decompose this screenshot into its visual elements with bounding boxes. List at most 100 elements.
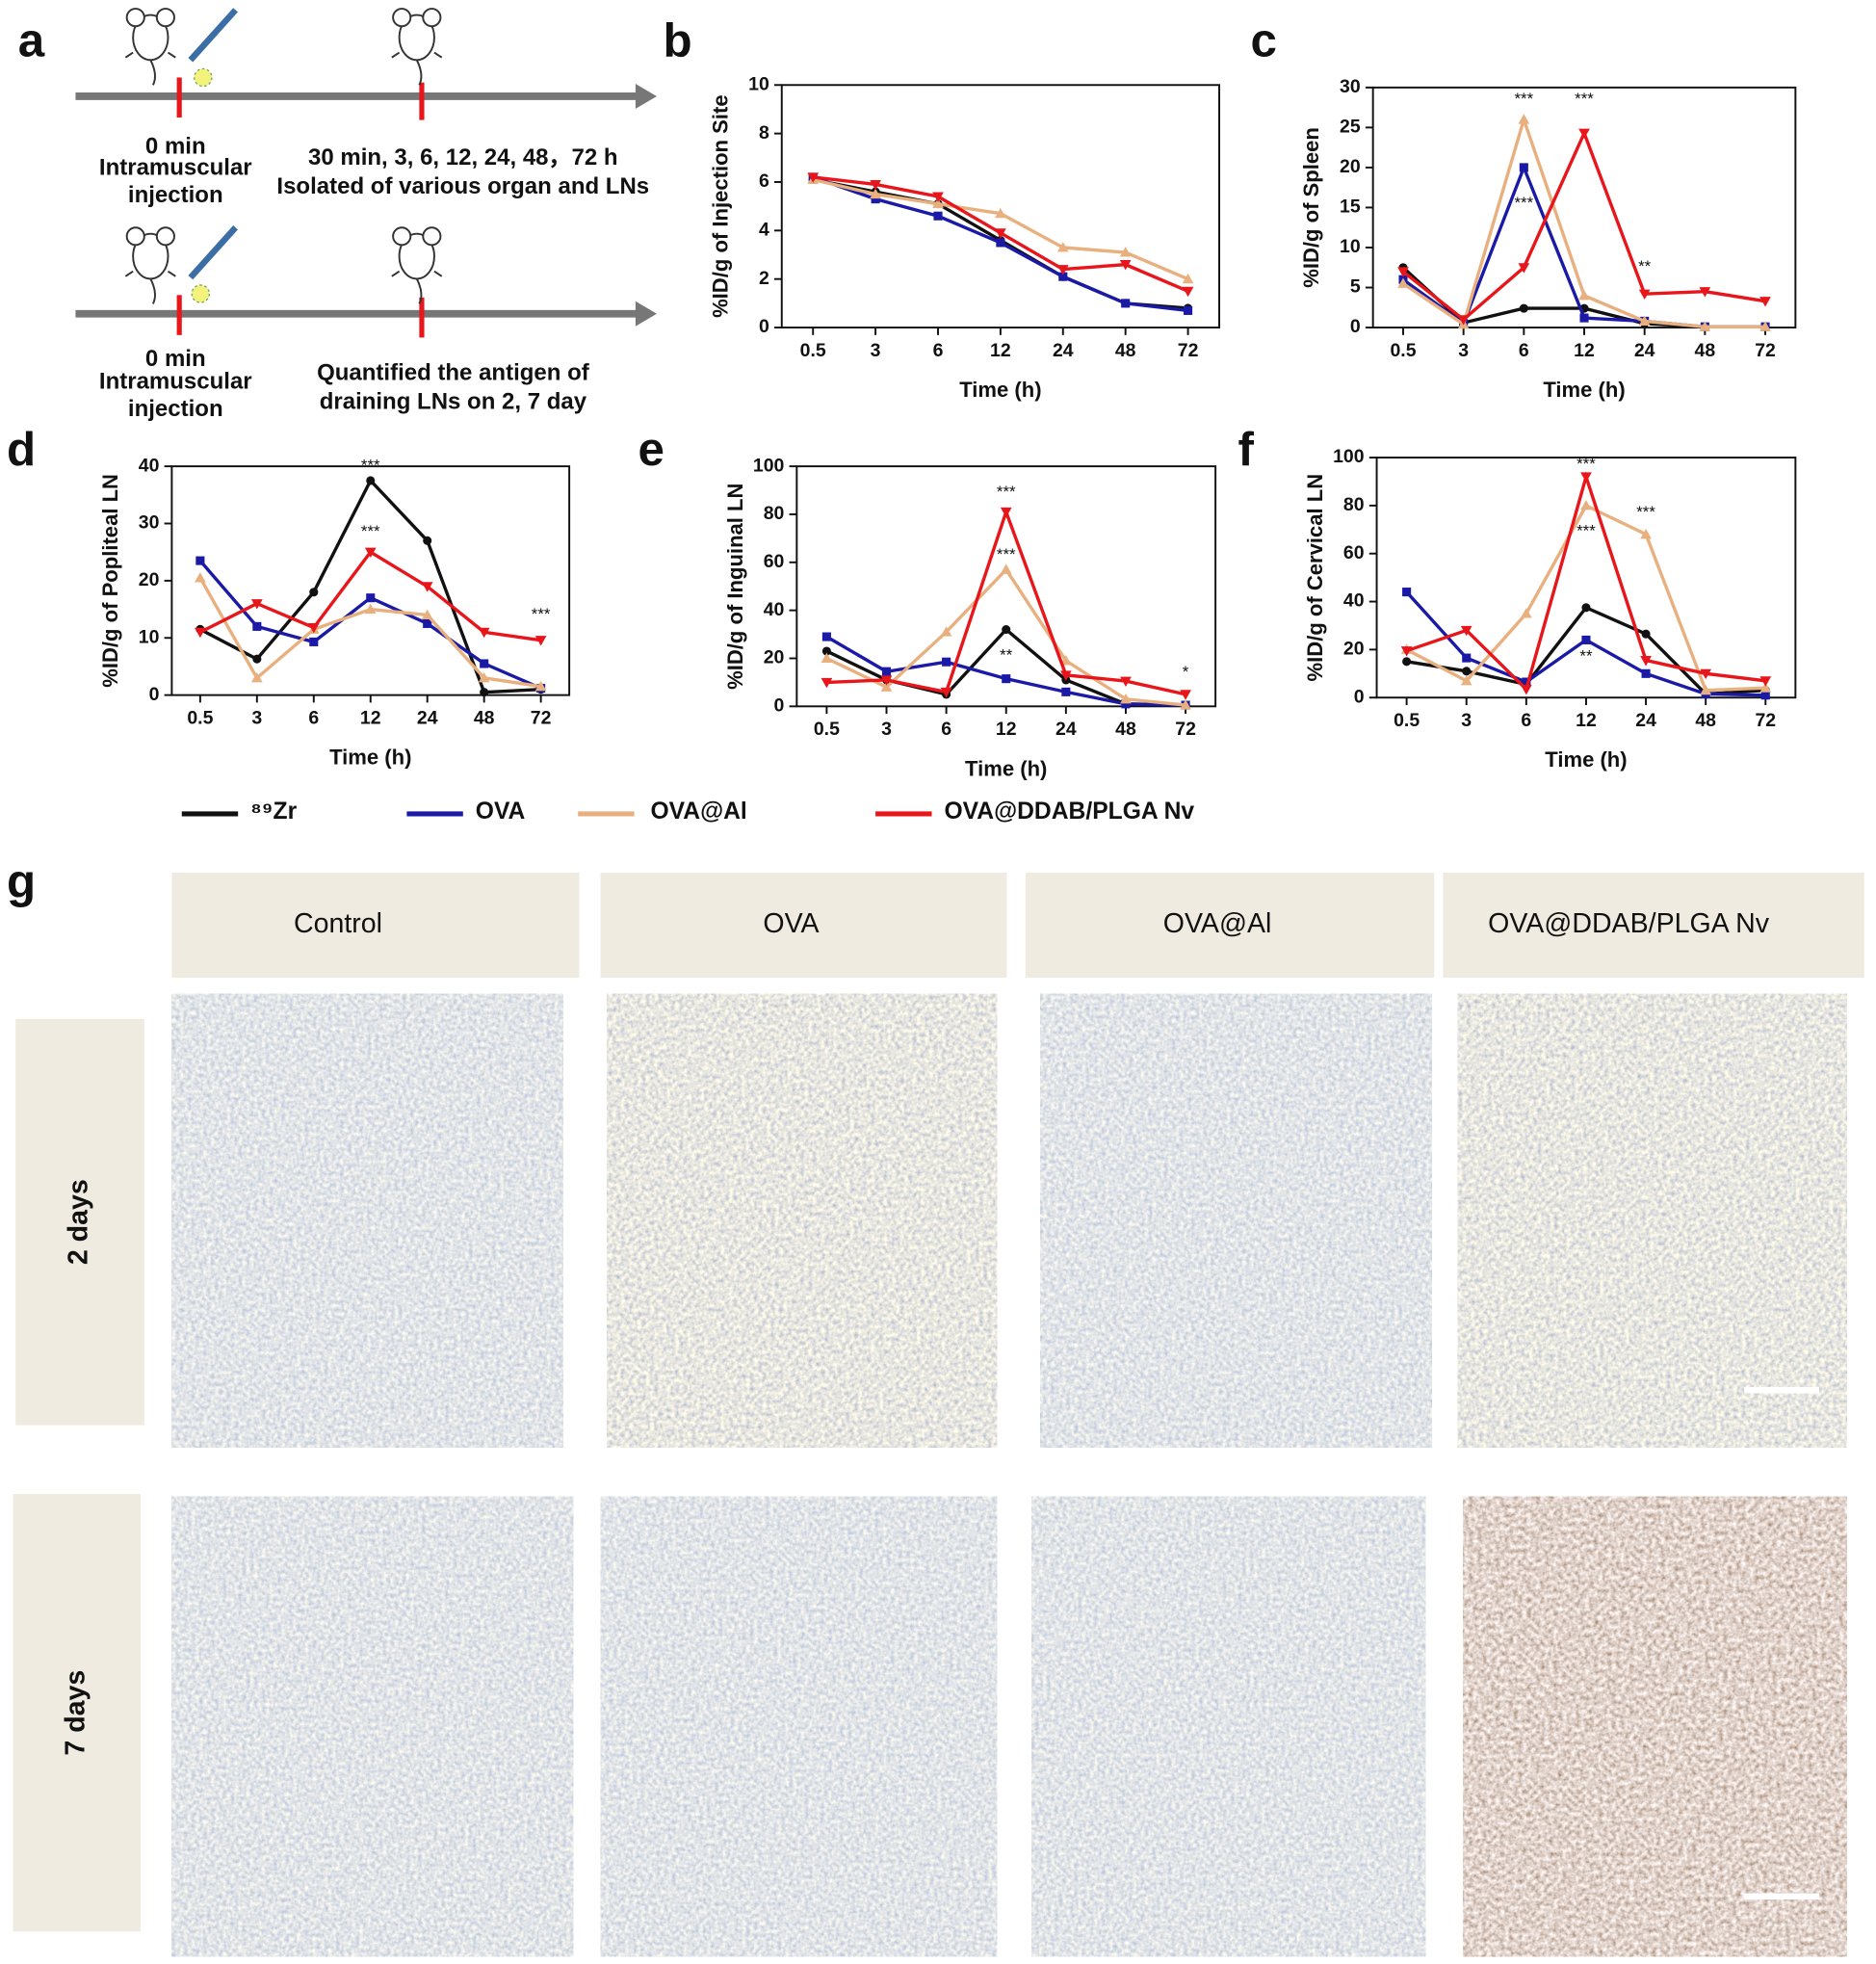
x-tick-label: 0.5 <box>1394 710 1420 731</box>
micrograph <box>600 1496 998 1957</box>
data-point <box>1699 321 1711 331</box>
data-point <box>933 211 943 221</box>
y-tick-label: 40 <box>1343 590 1365 612</box>
y-tick-label: 100 <box>1333 446 1365 467</box>
row-header: 7 days <box>60 1670 91 1756</box>
x-tick-label: 72 <box>1178 340 1199 361</box>
antigen-icon <box>194 67 213 88</box>
x-tick-label: 0.5 <box>814 719 840 740</box>
data-point <box>1519 163 1528 172</box>
micrograph <box>1463 1496 1847 1957</box>
data-point <box>1580 500 1592 511</box>
y-tick-label: 20 <box>1343 639 1365 660</box>
significance-label: *** <box>1576 522 1596 540</box>
series-line <box>199 478 541 694</box>
y-tick-label: 10 <box>139 626 160 647</box>
data-point <box>1120 676 1132 687</box>
row-header-box <box>13 1493 141 1932</box>
data-point <box>1580 472 1592 483</box>
data-point <box>1521 684 1532 695</box>
syringe <box>188 225 238 280</box>
data-point <box>821 632 831 642</box>
data-point <box>1121 299 1131 308</box>
panel-label: c <box>1250 13 1276 66</box>
x-tick-label: 6 <box>933 340 944 361</box>
y-axis-label: %ID/g of Injection Site <box>708 94 732 318</box>
y-tick-label: 60 <box>764 551 785 572</box>
significance-label: *** <box>361 457 380 475</box>
x-tick-label: 24 <box>1634 340 1655 361</box>
data-point <box>880 681 893 692</box>
data-point <box>995 207 1006 219</box>
x-axis-label: Time (h) <box>1545 747 1627 772</box>
data-point <box>309 588 319 597</box>
micrograph <box>607 993 998 1448</box>
data-point <box>1578 289 1590 301</box>
x-tick-label: 12 <box>360 707 381 728</box>
data-point <box>1002 674 1011 684</box>
data-point <box>1518 114 1530 124</box>
data-point <box>942 657 951 667</box>
x-tick-label: 6 <box>941 719 951 740</box>
plot-frame <box>170 465 571 696</box>
y-tick-label: 40 <box>764 599 785 620</box>
data-point <box>195 627 206 639</box>
y-tick-label: 80 <box>1343 494 1365 515</box>
data-point <box>534 680 547 692</box>
x-tick-label: 12 <box>1576 710 1597 731</box>
data-point <box>870 188 881 199</box>
schematic-text: 30 min, 3, 6, 12, 24, 48，72 h <box>308 144 618 170</box>
data-point <box>1182 286 1194 298</box>
significance-label: ** <box>1638 257 1652 275</box>
y-tick-label: 15 <box>1340 196 1361 218</box>
data-point <box>807 172 820 183</box>
line-chart: 0 20 40 60 80 100 0.5 3 6 12 24 48 72 Time (h) %ID/g o… <box>1303 446 1797 772</box>
data-point <box>1000 563 1012 574</box>
data-point <box>996 238 1005 248</box>
data-point <box>1119 247 1132 257</box>
data-point <box>1578 128 1590 140</box>
x-tick-label: 48 <box>1115 340 1136 361</box>
data-point <box>366 476 376 485</box>
data-point <box>880 675 893 686</box>
data-point <box>940 626 952 637</box>
data-point <box>1119 260 1132 271</box>
data-point <box>1462 667 1472 676</box>
x-tick-label: 24 <box>1053 340 1074 361</box>
column-header: Control <box>294 908 382 939</box>
y-tick-label: 20 <box>139 569 160 590</box>
data-point <box>1121 699 1131 709</box>
data-point <box>421 582 433 592</box>
significance-label: *** <box>1575 90 1594 108</box>
data-point <box>421 609 433 620</box>
data-point <box>1182 273 1194 284</box>
data-point <box>534 636 547 646</box>
data-point <box>1641 668 1651 678</box>
x-tick-label: 12 <box>990 340 1011 361</box>
y-tick-label: 60 <box>1343 542 1365 563</box>
legend-label: OVA@DDAB/PLGA Nv <box>944 799 1194 825</box>
x-axis-label: Time (h) <box>959 378 1041 402</box>
schematic-text: Intramuscular <box>99 369 252 395</box>
y-tick-label: 20 <box>764 647 785 668</box>
data-point <box>250 599 263 610</box>
data-point <box>1638 289 1651 301</box>
data-point <box>1056 242 1069 252</box>
plot-frame <box>780 84 1221 329</box>
data-point <box>1640 656 1652 667</box>
x-tick-label: 3 <box>1458 340 1469 361</box>
y-tick-label: 0 <box>1354 686 1365 707</box>
data-point <box>1402 657 1412 667</box>
syringe <box>188 8 238 63</box>
data-point <box>1521 608 1532 618</box>
line-chart: 0 5 10 15 20 25 30 0.5 3 6 12 24 48 72 Time (h) %ID/g o… <box>1299 76 1797 402</box>
data-point <box>1700 668 1712 680</box>
x-tick-label: 3 <box>881 719 892 740</box>
data-point <box>423 536 432 545</box>
y-axis-label: %ID/g of Popliteal LN <box>98 474 122 688</box>
data-point <box>478 671 490 683</box>
x-tick-label: 3 <box>1461 710 1472 731</box>
significance-label: ** <box>1579 646 1593 665</box>
data-point <box>1518 263 1530 274</box>
